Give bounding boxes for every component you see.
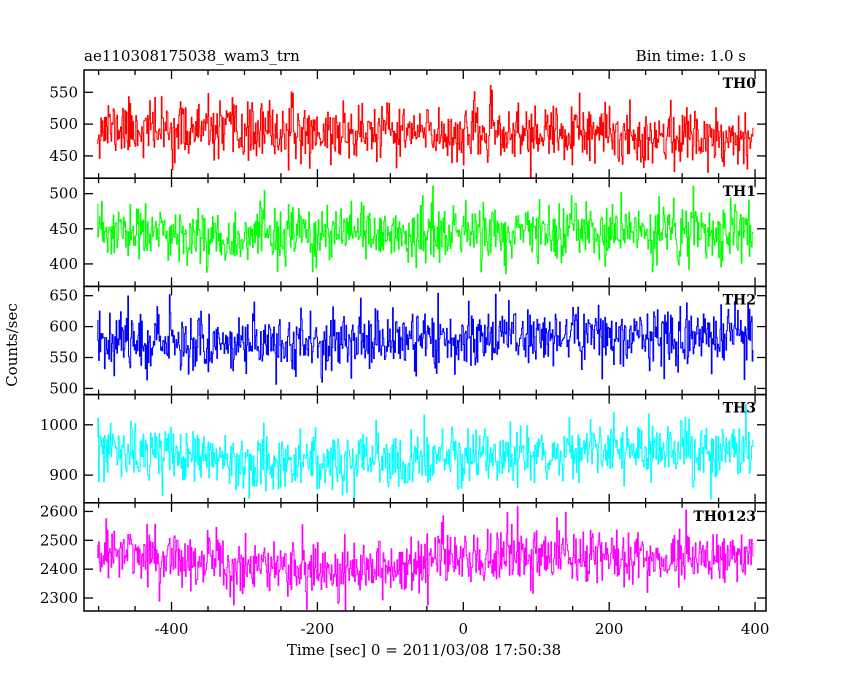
panel-th1: 400 450 500 TH1	[49, 177, 767, 288]
chart-title-left: ae110308175038_wam3_trn	[84, 47, 300, 65]
panel-label-th2: TH2	[723, 292, 756, 308]
y-tick-label: 550	[49, 349, 78, 367]
series-line-th3	[97, 404, 754, 503]
panel-label-th3: TH3	[723, 401, 756, 417]
panel-label-th0: TH0	[723, 76, 757, 92]
panel-th3: 900 1000 TH3	[40, 393, 767, 504]
y-tick-label: 2600	[40, 502, 78, 520]
x-tick-label: -400	[155, 620, 189, 638]
x-tick-label: 200	[595, 620, 624, 638]
x-axis-label: Time [sec] 0 = 2011/03/08 17:50:38	[287, 641, 561, 659]
series-line-th0123	[97, 506, 754, 611]
series-line-th1	[97, 185, 754, 275]
y-tick-label: 450	[49, 220, 78, 238]
y-tick-label: 2300	[40, 589, 78, 607]
y-tick-label: 600	[49, 318, 78, 336]
panel-frame	[83, 502, 767, 612]
y-axis-label: Counts/sec	[3, 303, 21, 387]
panel-th0: 450 500 550 TH0	[49, 69, 767, 179]
y-tick-label: 2500	[40, 531, 78, 549]
y-tick-label: 500	[49, 379, 78, 397]
panels-group: 450 500 550 TH0 400 450 500 TH1 500 550 600 650 TH2 9…	[40, 69, 767, 612]
series-line-th0	[97, 85, 754, 179]
panel-label-th1: TH1	[723, 184, 756, 200]
x-axis: -400 -200 0 200 400	[155, 620, 770, 638]
y-tick-label: 1000	[40, 416, 78, 434]
y-tick-label: 500	[49, 185, 78, 203]
y-tick-label: 650	[49, 287, 78, 305]
y-tick-label: 900	[49, 466, 78, 484]
y-tick-label: 2400	[40, 560, 78, 578]
x-tick-label: 0	[459, 620, 469, 638]
x-tick-label: 400	[741, 620, 770, 638]
y-tick-label: 500	[49, 115, 78, 133]
panel-label-th0123: TH0123	[693, 509, 756, 525]
panel-th0123: 2300 2400 2500 2600 TH0123	[40, 502, 767, 612]
y-tick-label: 400	[49, 255, 78, 273]
x-tick-label: -200	[301, 620, 335, 638]
y-tick-label: 450	[49, 147, 78, 165]
chart-title-right: Bin time: 1.0 s	[636, 47, 746, 65]
series-line-th2	[97, 292, 754, 385]
y-tick-label: 550	[49, 83, 78, 101]
panel-th2: 500 550 600 650 TH2	[49, 285, 767, 397]
